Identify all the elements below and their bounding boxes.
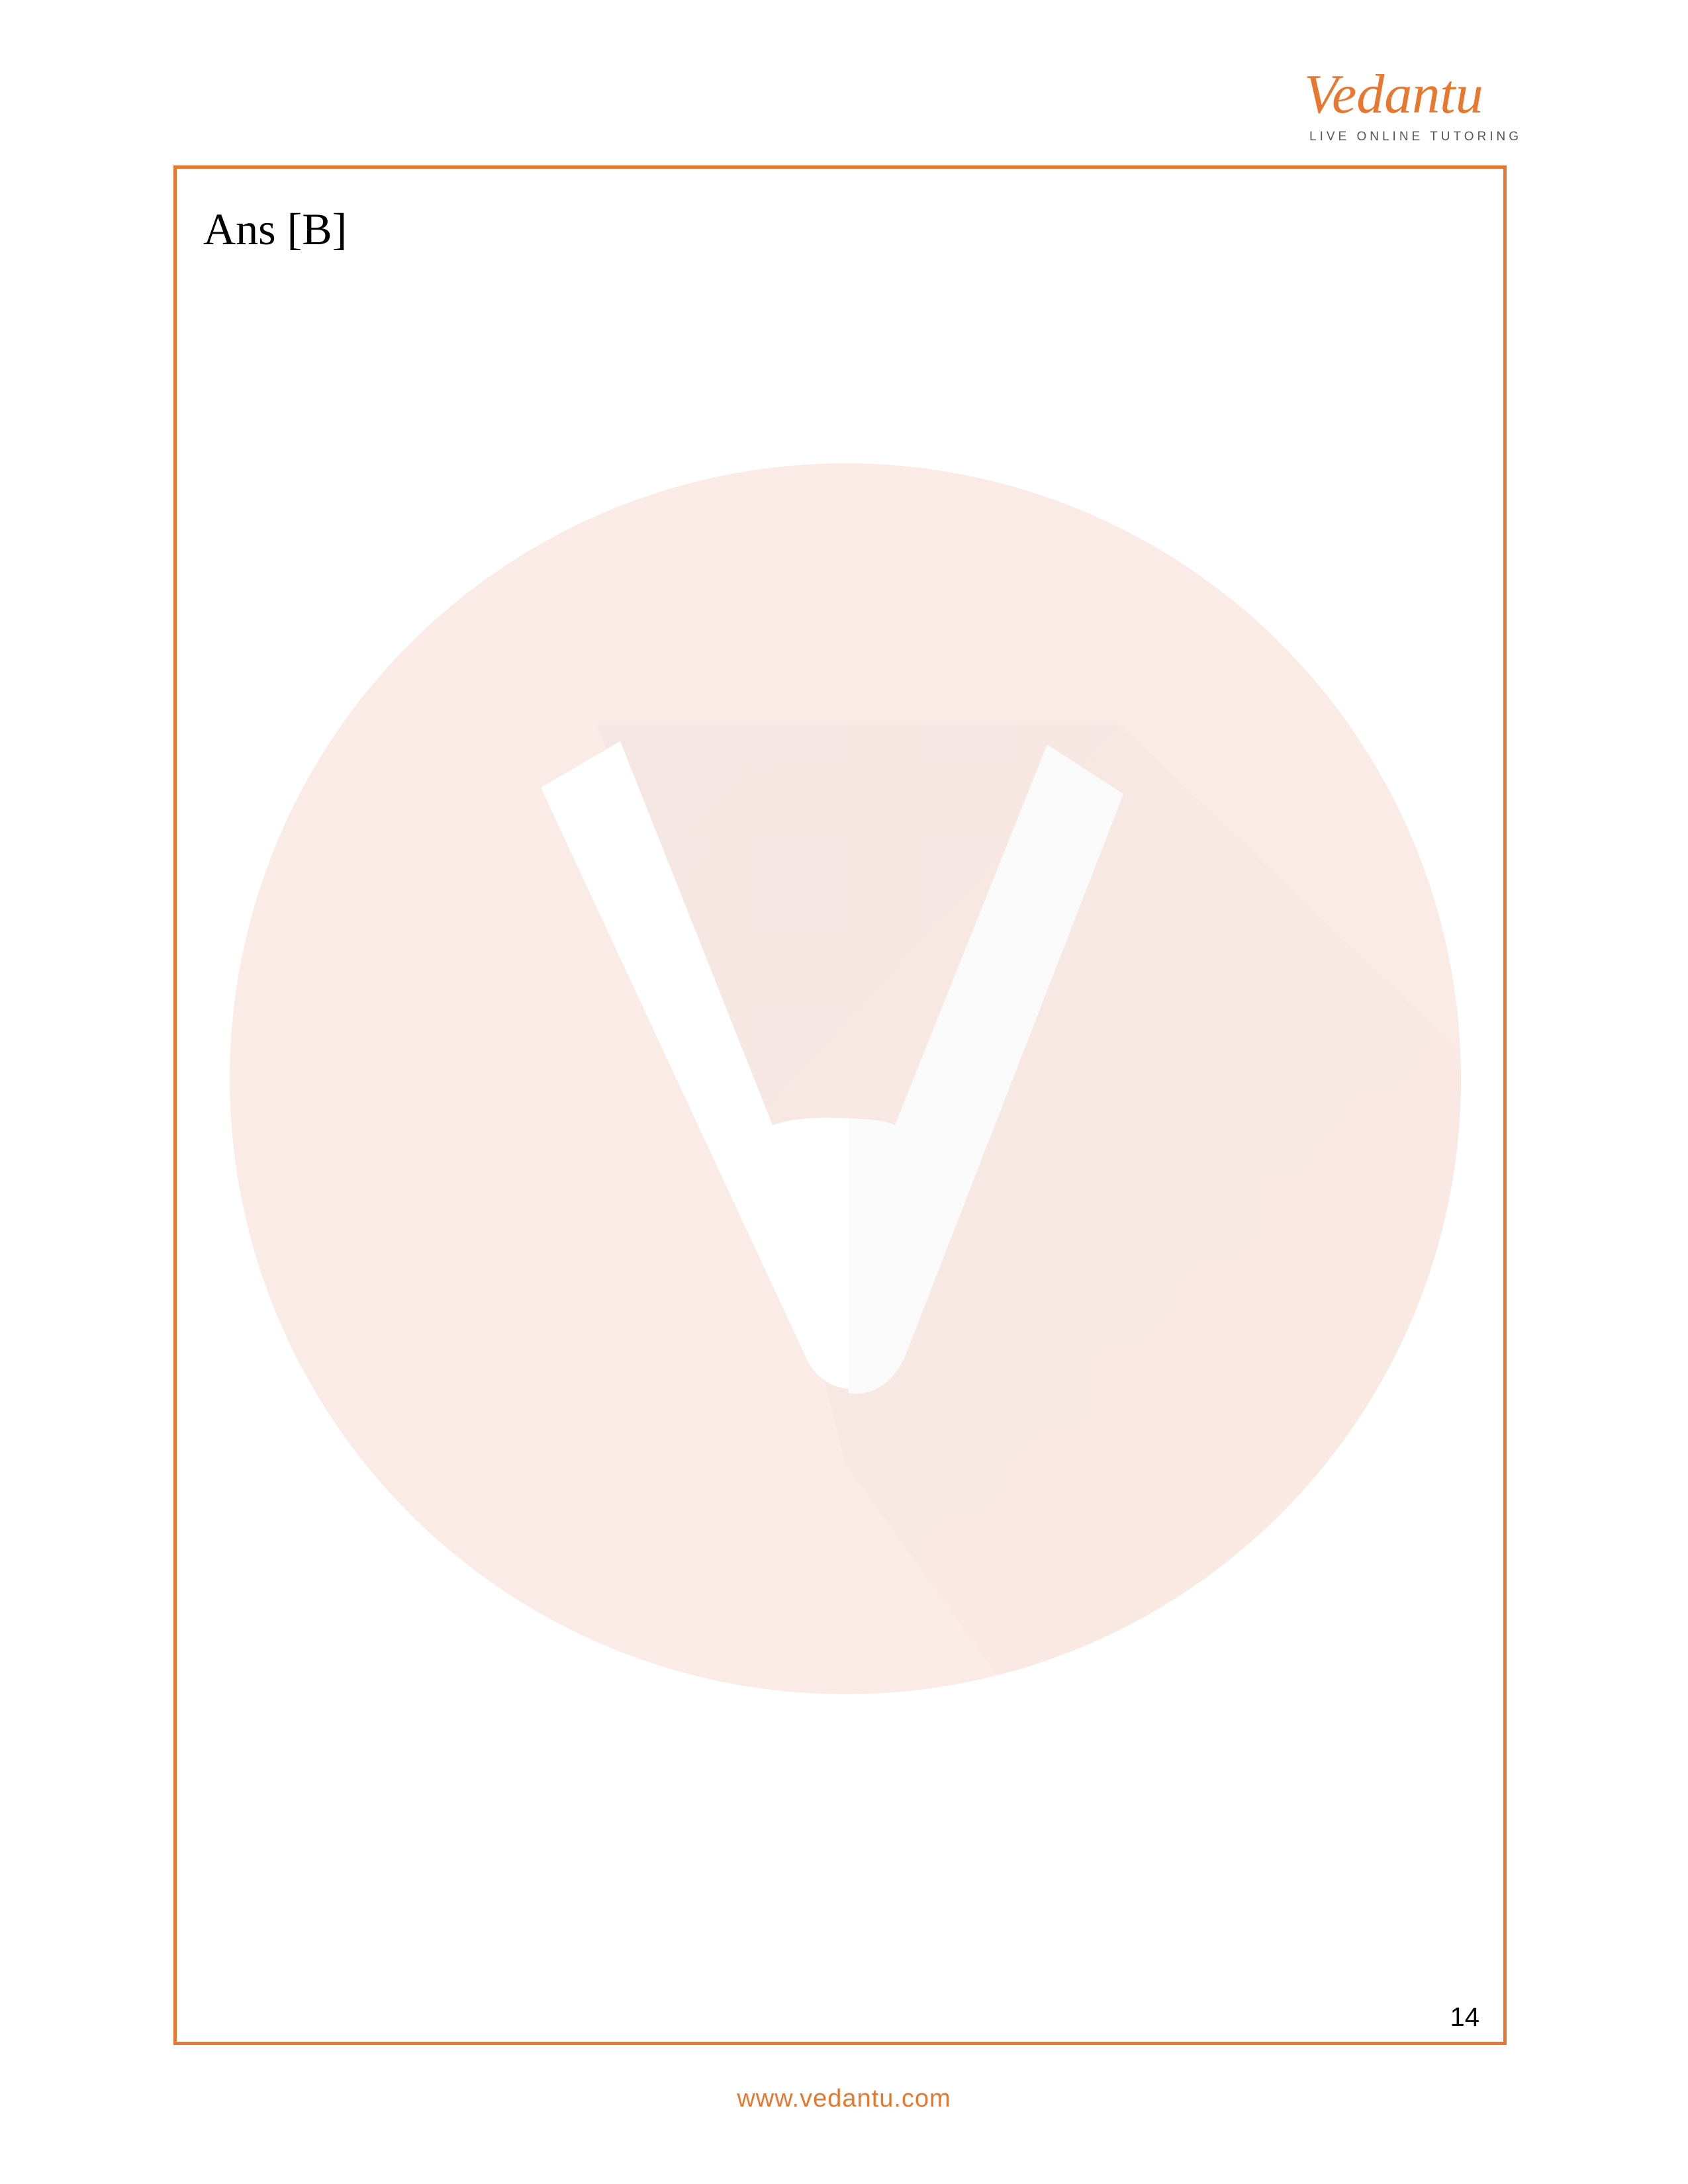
vedantu-v-watermark-icon [230, 463, 1461, 1694]
answer-text: Ans [B] [203, 204, 348, 254]
content-frame: Ans [B] 14 [173, 165, 1507, 2045]
logo-tagline: LIVE ONLINE TUTORING [1309, 130, 1523, 144]
page-number: 14 [1450, 2003, 1480, 2032]
vedantu-wordmark-icon: Vedantu [1304, 66, 1483, 125]
vedantu-logo: Vedantu LIVE ONLINE TUTORING [1284, 66, 1519, 152]
svg-text:Vedantu: Vedantu [1304, 66, 1483, 125]
footer-url[interactable]: www.vedantu.com [737, 2085, 951, 2113]
